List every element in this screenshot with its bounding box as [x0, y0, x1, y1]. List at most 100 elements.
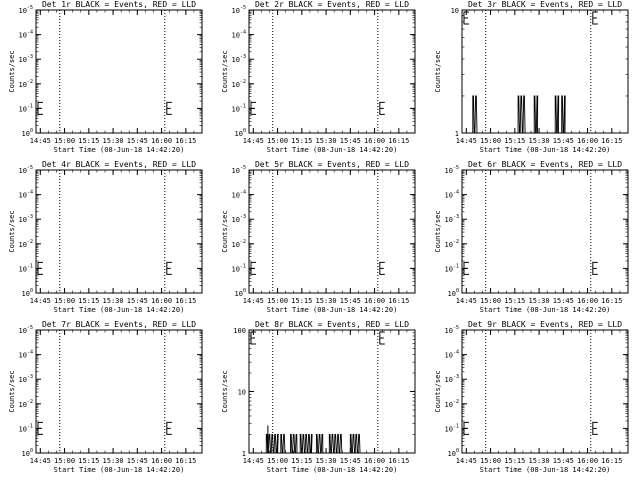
- x-axis-label: Start Time (08-Jun-18 14:42:20): [267, 146, 398, 154]
- y-tick-label: 100: [448, 288, 459, 298]
- y-tick-label: 10-4: [19, 190, 33, 200]
- y-tick-label: 10-5: [232, 5, 246, 15]
- x-tick-label: 16:00: [577, 457, 598, 465]
- event-burst: [299, 434, 313, 454]
- y-tick-label: 10-1: [232, 103, 246, 113]
- x-tick-label: 15:45: [553, 297, 574, 305]
- event-burst: [533, 95, 539, 134]
- x-tick-label: 16:15: [601, 137, 622, 145]
- x-tick-label: 16:00: [151, 137, 172, 145]
- chart-panel-5: Det 5r BLACK = Events, RED = LLD 100 10-1 1…: [221, 160, 416, 314]
- chart-panel-8: Det 8r BLACK = Events, RED = LLD 1 10 100 14…: [221, 320, 416, 474]
- x-tick-label: 15:45: [553, 457, 574, 465]
- y-tick-label: 100: [235, 288, 246, 298]
- y-tick-label: 10: [238, 389, 246, 397]
- x-tick-label: 14:45: [243, 457, 264, 465]
- x-tick-label: 15:30: [529, 297, 550, 305]
- x-tick-label: 16:15: [388, 137, 409, 145]
- error-bracket-mark: [463, 421, 469, 435]
- x-tick-label: 15:45: [127, 137, 148, 145]
- x-tick-label: 16:15: [388, 297, 409, 305]
- chart-panel-6: Det 6r BLACK = Events, RED = LLD 100 10-1 1…: [434, 160, 629, 314]
- x-tick-label: 15:00: [267, 137, 288, 145]
- x-tick-label: 15:15: [78, 297, 99, 305]
- y-tick-label: 10-4: [445, 350, 459, 360]
- x-axis-label: Start Time (08-Jun-18 14:42:20): [54, 306, 185, 314]
- y-axis-label: Counts/sec: [434, 370, 442, 412]
- plot-frame: [35, 329, 203, 454]
- x-tick-label: 15:30: [103, 137, 124, 145]
- x-tick-label: 15:45: [127, 457, 148, 465]
- plot-frame: [461, 169, 629, 294]
- y-tick-label: 10-1: [19, 103, 33, 113]
- x-tick-label: 15:30: [316, 137, 337, 145]
- x-axis-label: Start Time (08-Jun-18 14:42:20): [480, 146, 611, 154]
- y-tick-label: 10-3: [232, 214, 246, 224]
- y-tick-label: 10-2: [232, 79, 246, 89]
- x-axis-label: Start Time (08-Jun-18 14:42:20): [480, 466, 611, 474]
- x-tick-label: 15:00: [267, 457, 288, 465]
- y-tick-label: 10-1: [445, 263, 459, 273]
- y-tick-label: 10-3: [19, 214, 33, 224]
- chart-panel-9: Det 9r BLACK = Events, RED = LLD 100 10-1 1…: [434, 320, 629, 474]
- x-tick-label: 15:00: [480, 457, 501, 465]
- error-bracket-mark: [463, 11, 469, 25]
- x-axis-label: Start Time (08-Jun-18 14:42:20): [267, 306, 398, 314]
- x-tick-label: 15:45: [553, 137, 574, 145]
- chart-title: Det 6r BLACK = Events, RED = LLD: [468, 160, 622, 169]
- y-tick-label: 10-3: [445, 214, 459, 224]
- x-tick-label: 16:00: [577, 137, 598, 145]
- chart-title: Det 5r BLACK = Events, RED = LLD: [255, 160, 409, 169]
- y-tick-label: 10-1: [19, 423, 33, 433]
- y-tick-label: 1: [455, 130, 459, 138]
- y-tick-label: 10-5: [445, 165, 459, 175]
- event-burst: [349, 434, 361, 454]
- x-tick-label: 15:15: [78, 137, 99, 145]
- x-tick-label: 15:30: [103, 297, 124, 305]
- plot-frame: [461, 329, 629, 454]
- chart-title: Det 2r BLACK = Events, RED = LLD: [255, 0, 409, 9]
- x-tick-label: 14:45: [456, 457, 477, 465]
- y-tick-label: 100: [22, 448, 33, 458]
- x-tick-label: 15:30: [529, 457, 550, 465]
- y-axis-label: Counts/sec: [221, 370, 229, 412]
- chart-title: Det 8r BLACK = Events, RED = LLD: [255, 320, 409, 329]
- x-tick-label: 14:45: [30, 297, 51, 305]
- event-burst: [315, 434, 324, 454]
- chart-title: Det 9r BLACK = Events, RED = LLD: [468, 320, 622, 329]
- x-tick-label: 15:00: [54, 457, 75, 465]
- y-tick-label: 100: [22, 288, 33, 298]
- y-tick-label: 10-2: [445, 239, 459, 249]
- x-tick-label: 14:45: [456, 137, 477, 145]
- x-axis-label: Start Time (08-Jun-18 14:42:20): [267, 466, 398, 474]
- y-tick-label: 10-5: [445, 325, 459, 335]
- x-tick-label: 16:00: [151, 457, 172, 465]
- x-tick-label: 15:45: [340, 297, 361, 305]
- y-tick-label: 100: [233, 327, 246, 335]
- y-axis-label: Counts/sec: [8, 50, 16, 92]
- event-burst: [554, 95, 560, 134]
- event-burst: [517, 95, 527, 134]
- x-tick-label: 15:00: [267, 297, 288, 305]
- x-axis-label: Start Time (08-Jun-18 14:42:20): [54, 466, 185, 474]
- y-axis-label: Counts/sec: [8, 370, 16, 412]
- y-tick-label: 10-4: [232, 30, 246, 40]
- y-tick-label: 10-1: [232, 263, 246, 273]
- y-tick-label: 10-2: [19, 399, 33, 409]
- event-burst: [280, 434, 286, 454]
- chart-panel-1: Det 1r BLACK = Events, RED = LLD 100 10-1 1…: [8, 0, 203, 154]
- y-tick-label: 10-4: [232, 190, 246, 200]
- x-tick-label: 16:00: [364, 457, 385, 465]
- error-bracket-mark: [463, 261, 469, 275]
- event-burst: [328, 434, 343, 454]
- plot-frame: [35, 9, 203, 134]
- x-tick-label: 15:15: [291, 297, 312, 305]
- error-bracket-mark: [379, 331, 385, 345]
- y-tick-label: 10-1: [445, 423, 459, 433]
- x-tick-label: 15:15: [291, 457, 312, 465]
- plot-frame: [248, 169, 416, 294]
- chart-panel-7: Det 7r BLACK = Events, RED = LLD 100 10-1 1…: [8, 320, 203, 474]
- error-bracket-mark: [37, 421, 43, 435]
- chart-panel-3: Det 3r BLACK = Events, RED = LLD 1 10 14:45…: [434, 0, 629, 154]
